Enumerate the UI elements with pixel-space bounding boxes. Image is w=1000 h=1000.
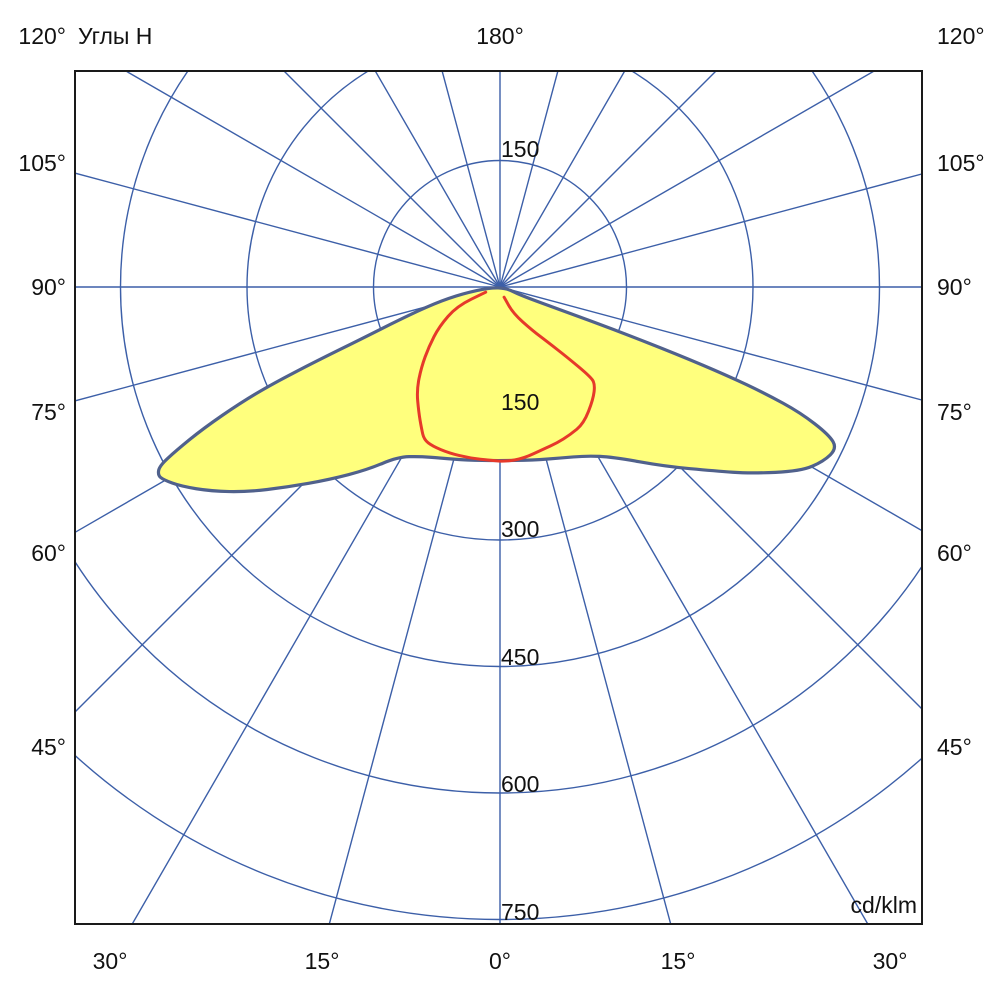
angle-label-right-90°: 90° [937, 274, 972, 300]
angle-label-bottom-1: 15° [305, 948, 340, 974]
yellow-curve-outline [156, 286, 837, 494]
unit-label: cd/klm [851, 892, 917, 918]
grid-ray-105deg [499, 173, 922, 288]
red-curve [415, 290, 596, 463]
plane-title: Углы Н [78, 23, 152, 49]
axis-labels: 120° 105° 90° 75° 60° 45° 120° 105° 90° 75° 60° 45°… [18, 23, 984, 974]
angle-label-left-45°: 45° [31, 734, 66, 760]
grid-ray-285deg [75, 286, 501, 402]
angle-label-bottom-2: 0° [489, 948, 511, 974]
grid-ring-300 [246, 71, 754, 541]
angle-label-right-60°: 60° [937, 540, 972, 566]
angle-label-right-120°: 120° [937, 23, 985, 49]
grid-ray-240deg [124, 71, 501, 288]
plot-border [74, 70, 923, 925]
grid-ray-210deg [374, 71, 501, 288]
ring-label-0: 150 [501, 136, 539, 162]
grid-ray-75deg [499, 286, 922, 401]
angle-label-bottom-4: 30° [873, 948, 908, 974]
angle-label-left-90°: 90° [31, 274, 66, 300]
grid-ray-135deg [499, 71, 717, 288]
grid-ray-150deg [499, 71, 626, 288]
angle-label-top-180: 180° [476, 23, 524, 49]
yellow-curve-fill [158, 287, 835, 492]
angle-label-bottom-3: 15° [661, 948, 696, 974]
grid-ray-195deg [441, 71, 501, 288]
grid-ray-165deg [499, 71, 559, 288]
angle-label-left-75°: 75° [31, 399, 66, 425]
angle-label-bottom-0: 30° [93, 948, 128, 974]
grid-ring-600 [75, 560, 922, 794]
grid-ray-255deg [75, 172, 501, 288]
angle-label-left-60°: 60° [31, 540, 66, 566]
ring-label-5: 750 [501, 899, 539, 925]
intensity-curves [156, 286, 837, 494]
angle-label-left-105°: 105° [18, 150, 66, 176]
ring-label-4: 600 [501, 771, 539, 797]
grid-ring-450 [119, 71, 881, 668]
ring-label-3: 450 [501, 644, 539, 670]
grid-ring-750 [75, 754, 922, 921]
grid-ray-120deg [499, 71, 876, 288]
angle-label-right-75°: 75° [937, 399, 972, 425]
ring-label-2: 300 [501, 516, 539, 542]
angle-label-right-45°: 45° [937, 734, 972, 760]
ring-label-1: 150 [501, 389, 539, 415]
angle-label-right-105°: 105° [937, 150, 985, 176]
angle-label-left-120°: 120° [18, 23, 66, 49]
grid-ray-225deg [283, 71, 501, 288]
